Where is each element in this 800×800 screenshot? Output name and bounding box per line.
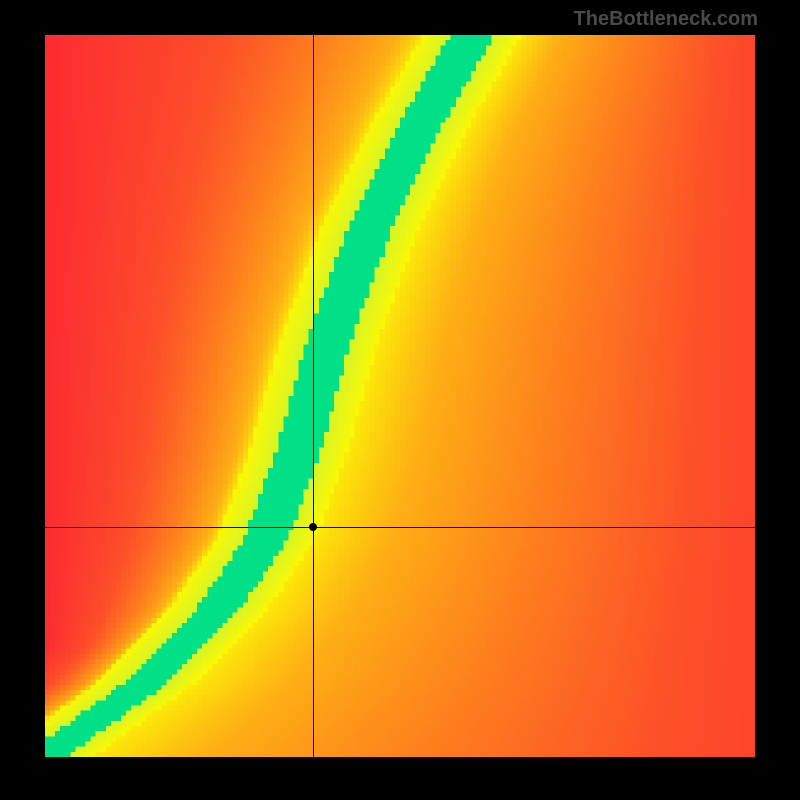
bottleneck-heatmap <box>45 35 755 757</box>
crosshair-horizontal <box>45 527 755 528</box>
chart-container: TheBottleneck.com <box>0 0 800 800</box>
crosshair-marker <box>309 523 317 531</box>
crosshair-vertical <box>313 35 314 757</box>
watermark-text: TheBottleneck.com <box>574 8 758 31</box>
